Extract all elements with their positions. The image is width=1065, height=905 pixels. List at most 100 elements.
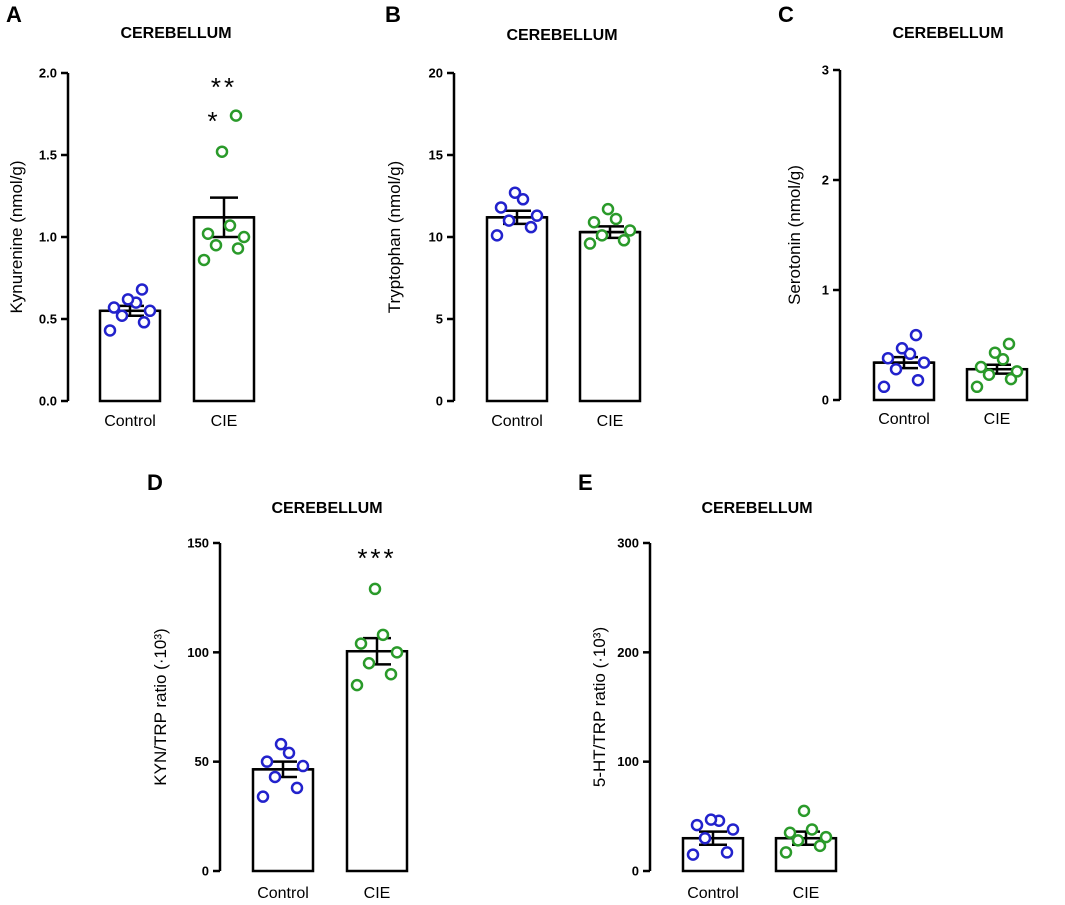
panel-d-significance-label: *** (357, 543, 396, 573)
panel-d-point-control (268, 770, 282, 784)
panel-c-point-control (881, 351, 895, 365)
panel-b-y-tick-label: 0 (436, 394, 443, 409)
panel-b-y-axis-label: Tryptophan (nmol/g) (385, 161, 404, 313)
panel-b-bar-control (485, 216, 549, 403)
panel-d-point-cie (390, 646, 404, 659)
panel-a-category-label: CIE (211, 413, 238, 430)
panel-c-letter: C (778, 2, 794, 27)
panel-c-point-cie (974, 360, 988, 374)
panel-e-point-control (690, 818, 704, 832)
panel-e: E CEREBELLUM 0 100 200 300 5-HT/TRP ratio (·10… (578, 470, 838, 902)
panel-e-y-tick-label: 200 (617, 645, 639, 660)
panel-c-y-axis-label: Serotonin (nmol/g) (785, 165, 804, 305)
panel-d-point-control (296, 759, 310, 773)
panel-b-point-cie (609, 212, 623, 226)
panel-b-y-tick-label: 20 (429, 66, 443, 81)
panel-a-point-cie (201, 227, 215, 240)
panel-a-y-tick-label: 0.5 (39, 312, 57, 327)
panel-d-y-tick-label: 100 (187, 645, 209, 660)
panel-e-y-axis-label: 5-HT/TRP ratio (·10³) (590, 627, 609, 787)
panel-e-point-control (720, 846, 734, 859)
panel-b-y-tick-label: 10 (429, 230, 443, 245)
panel-d-point-cie (368, 582, 382, 596)
panel-c-point-cie (1010, 365, 1024, 378)
panel-d-category-label: CIE (364, 885, 391, 902)
panel-e-y-tick-label: 0 (632, 864, 639, 879)
panel-d-point-cie (362, 657, 376, 670)
panel-c-title: CEREBELLUM (892, 25, 1003, 42)
panel-c: C CEREBELLUM 0 1 2 3 Serotonin (nmol/g) Control… (778, 2, 1029, 428)
panel-d-point-cie (350, 678, 364, 692)
panel-a-point-control (137, 316, 151, 329)
panel-e-category-label: Control (687, 885, 739, 902)
panel-e-point-cie (791, 834, 805, 847)
panel-d-point-cie (354, 637, 368, 650)
panel-b-category-label: Control (491, 413, 543, 430)
panel-a-point-control (121, 293, 135, 306)
panel-d-letter: D (147, 470, 163, 495)
panel-c-point-cie (996, 353, 1010, 366)
panel-a-point-control (103, 324, 117, 337)
panel-a-point-cie (231, 242, 245, 255)
panel-b-point-control (516, 193, 530, 206)
panel-a-significance-label: * (207, 106, 220, 136)
panel-b: B CEREBELLUM 0 5 10 15 20 Tryptophan (nmol/g) Co… (385, 2, 642, 430)
panel-e-point-control (704, 813, 718, 826)
panel-a-bar-cie (192, 216, 256, 403)
panel-a-y-tick-label: 2.0 (39, 66, 57, 81)
panel-e-point-cie (813, 839, 827, 853)
panel-a-y-tick-label: 1.0 (39, 230, 57, 245)
panel-b-letter: B (385, 2, 401, 27)
panel-c-category-label: CIE (984, 411, 1011, 428)
panel-e-point-control (686, 848, 700, 861)
panel-a-point-cie (209, 238, 223, 252)
panel-b-point-control (502, 214, 516, 227)
panel-a: A CEREBELLUM 0.0 0.5 1.0 1.5 2.0 Kynurenine (nm… (6, 2, 256, 430)
panel-b-category-label: CIE (597, 413, 624, 430)
panel-e-point-cie (805, 823, 819, 836)
panel-e-point-cie (797, 804, 811, 818)
panel-a-title: CEREBELLUM (120, 25, 231, 42)
panel-c-point-cie (982, 368, 996, 381)
panel-a-point-control (135, 283, 149, 296)
panel-c-point-cie (1004, 372, 1018, 386)
panel-c-y-tick-label: 1 (822, 283, 829, 298)
panel-a-point-control (107, 301, 121, 314)
panel-d-y-axis-label: KYN/TRP ratio (·10³) (151, 628, 170, 785)
panel-a-significance-label: ** (211, 72, 237, 102)
panel-d-point-cie (376, 628, 390, 642)
panel-d-point-cie (384, 667, 398, 681)
panel-c-point-control (917, 356, 931, 369)
panel-a-category-label: Control (104, 413, 156, 430)
panel-a-y-tick-label: 1.5 (39, 148, 57, 163)
panel-d: D CEREBELLUM 0 50 100 150 KYN/TRP ratio (·10³)… (147, 470, 409, 902)
panel-b-point-cie (601, 202, 615, 216)
panel-c-point-cie (988, 346, 1002, 359)
panel-e-point-cie (779, 846, 793, 859)
panel-a-y-tick-label: 0.0 (39, 394, 57, 409)
panel-c-point-control (889, 362, 903, 376)
panel-d-title: CEREBELLUM (271, 500, 382, 517)
panel-b-y-tick-label: 5 (436, 312, 443, 327)
panel-c-point-control (909, 328, 923, 342)
panel-a-point-cie (215, 145, 229, 158)
panel-c-point-control (877, 380, 891, 394)
panel-a-point-cie (229, 109, 243, 122)
panel-c-y-tick-label: 2 (822, 173, 829, 188)
panel-b-point-cie (595, 229, 609, 242)
panel-d-point-control (274, 737, 288, 751)
panel-a-y-axis-label: Kynurenine (nmol/g) (7, 160, 26, 313)
panel-b-point-control (490, 229, 504, 242)
panel-c-category-label: Control (878, 411, 930, 428)
panel-d-point-control (260, 755, 274, 768)
panel-b-point-cie (587, 215, 601, 229)
panel-c-y-tick-label: 0 (822, 393, 829, 408)
panel-e-y-tick-label: 100 (617, 754, 639, 769)
panel-d-category-label: Control (257, 885, 309, 902)
panel-a-point-cie (197, 253, 211, 267)
panel-e-point-control (726, 823, 740, 836)
panel-b-point-cie (583, 237, 597, 250)
panel-b-point-control (524, 220, 538, 234)
panel-d-point-control (290, 781, 304, 795)
